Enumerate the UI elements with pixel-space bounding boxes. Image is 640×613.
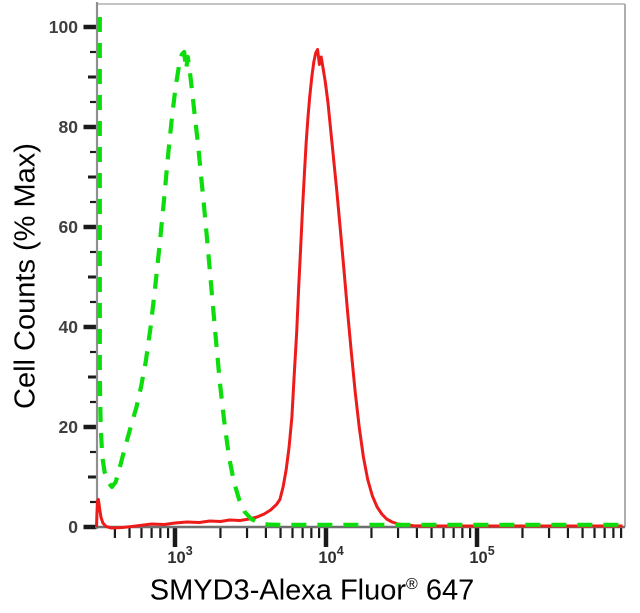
- x-tick-label-10e3: 103: [167, 544, 192, 567]
- x-axis-title-suffix: 647: [417, 574, 475, 607]
- y-axis-title-text: Cell Counts (% Max): [9, 143, 42, 409]
- green-dashed-control-curve: [97, 17, 623, 527]
- curves-layer: [95, 17, 623, 530]
- x-tick-label-10e4: 104: [318, 544, 343, 567]
- x-tick-label-10e5: 105: [469, 544, 494, 567]
- y-tick-label-100: 100: [49, 17, 78, 37]
- y-tick-label-40: 40: [59, 317, 79, 337]
- y-tick-label-20: 20: [59, 417, 79, 437]
- y-tick-label-0: 0: [68, 517, 78, 537]
- x-axis-title: SMYD3-Alexa Fluor® 647: [150, 575, 474, 608]
- y-tick-label-80: 80: [59, 117, 79, 137]
- x-axis-title-text: SMYD3-Alexa Fluor: [149, 574, 407, 607]
- registered-trademark-symbol: ®: [406, 575, 418, 593]
- y-axis-title: Cell Counts (% Max): [10, 143, 43, 409]
- red-solid-smyd3-curve: [95, 48, 623, 530]
- y-tick-label-60: 60: [59, 217, 79, 237]
